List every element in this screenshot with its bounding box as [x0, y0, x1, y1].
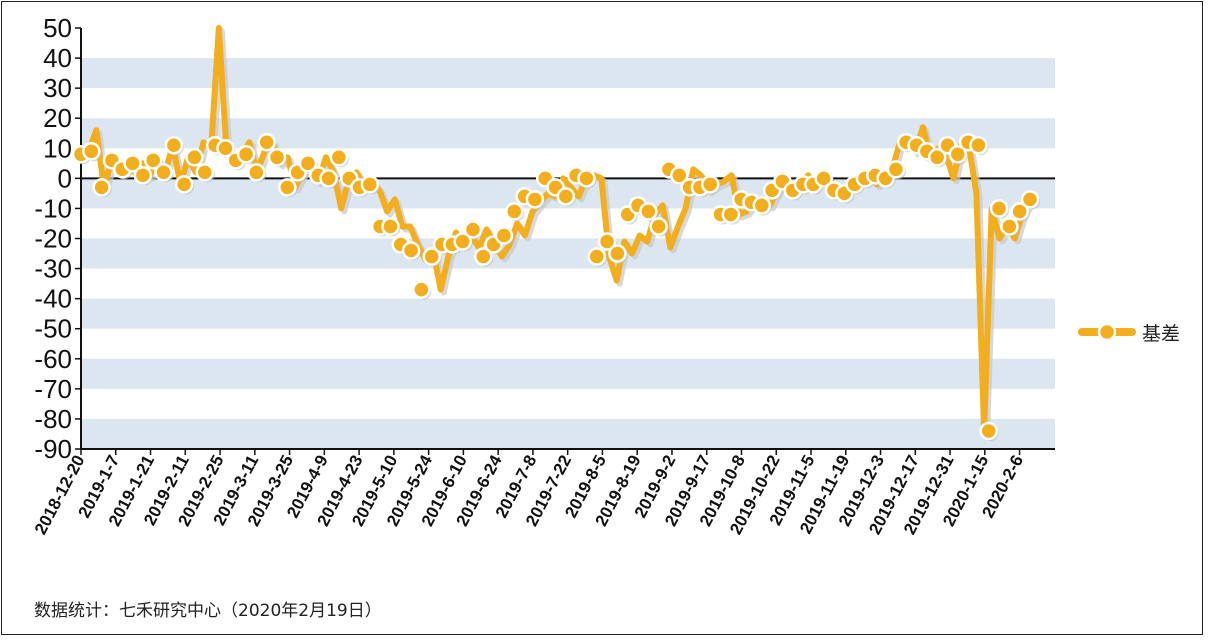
data-point: [82, 142, 101, 161]
grid-band: [81, 298, 1055, 329]
data-point: [670, 166, 689, 185]
y-tick-label: -30: [34, 254, 72, 284]
legend-label: 基差: [1142, 322, 1181, 345]
data-point: [525, 190, 545, 209]
data-point: [257, 133, 276, 152]
data-point: [639, 202, 658, 221]
data-point: [1020, 190, 1040, 209]
data-point: [143, 151, 163, 170]
data-point: [381, 217, 400, 236]
grid-band: [81, 238, 1055, 269]
data-point: [216, 139, 235, 158]
data-point: [494, 226, 514, 245]
y-tick-label: 0: [58, 163, 72, 193]
data-point: [989, 199, 1009, 218]
data-point: [463, 220, 483, 239]
data-point: [164, 136, 184, 155]
grid-band: [81, 118, 1055, 149]
data-point: [587, 247, 607, 266]
data-point: [948, 145, 968, 164]
data-point: [133, 166, 153, 185]
y-tick-label: 50: [43, 13, 72, 43]
data-point: [236, 145, 256, 164]
data-point: [927, 148, 947, 167]
data-point: [92, 178, 111, 197]
data-point: [195, 163, 215, 182]
y-tick-label: -80: [34, 404, 72, 434]
y-tick-label: -20: [34, 224, 72, 254]
data-point: [608, 244, 627, 263]
data-point: [1000, 217, 1019, 236]
data-point: [556, 187, 576, 206]
data-point: [814, 169, 833, 188]
data-point: [969, 136, 988, 155]
data-point: [412, 280, 431, 299]
x-tick-label: 2018-12-20: [31, 452, 89, 538]
data-point: [597, 232, 617, 251]
grid-band: [81, 358, 1055, 389]
y-tick-label: 40: [43, 43, 72, 73]
data-point: [700, 175, 720, 194]
y-tick-label: 10: [43, 133, 72, 163]
data-point: [278, 178, 297, 197]
data-point: [504, 202, 524, 221]
data-point: [752, 196, 772, 215]
data-point: [886, 160, 906, 179]
data-point: [267, 148, 287, 167]
data-point: [298, 154, 318, 173]
data-point: [329, 148, 349, 167]
data-point: [174, 175, 194, 194]
data-point: [577, 169, 596, 188]
y-tick-label: -10: [34, 193, 72, 223]
data-point: [453, 232, 472, 251]
data-point: [123, 154, 142, 173]
y-tick-label: 20: [43, 103, 72, 133]
legend-swatch-icon: [1078, 322, 1136, 342]
data-point: [649, 217, 668, 236]
grid-band: [81, 58, 1055, 89]
data-point: [247, 163, 266, 182]
y-tick-label: -40: [34, 284, 72, 314]
data-point: [154, 163, 173, 182]
data-point: [360, 175, 380, 194]
grid-band: [81, 418, 1055, 449]
y-tick-label: 30: [43, 73, 72, 103]
data-point: [319, 169, 338, 188]
data-point: [721, 205, 741, 224]
y-tick-label: -90: [34, 434, 72, 464]
data-point: [401, 241, 421, 260]
data-source-note: 数据统计：七禾研究中心（2020年2月19日）: [34, 601, 382, 621]
y-tick-label: -60: [34, 344, 72, 374]
data-point: [979, 421, 998, 441]
y-tick-label: -50: [34, 314, 72, 344]
series-markers: [71, 133, 1040, 441]
legend: 基差: [1078, 320, 1181, 345]
x-axis: 2018-12-202019-1-72019-1-212019-2-112019…: [31, 448, 1055, 538]
data-point: [1010, 202, 1029, 221]
data-point: [474, 247, 493, 266]
data-point: [185, 148, 204, 167]
data-point: [422, 247, 441, 266]
y-tick-label: -70: [34, 374, 72, 404]
